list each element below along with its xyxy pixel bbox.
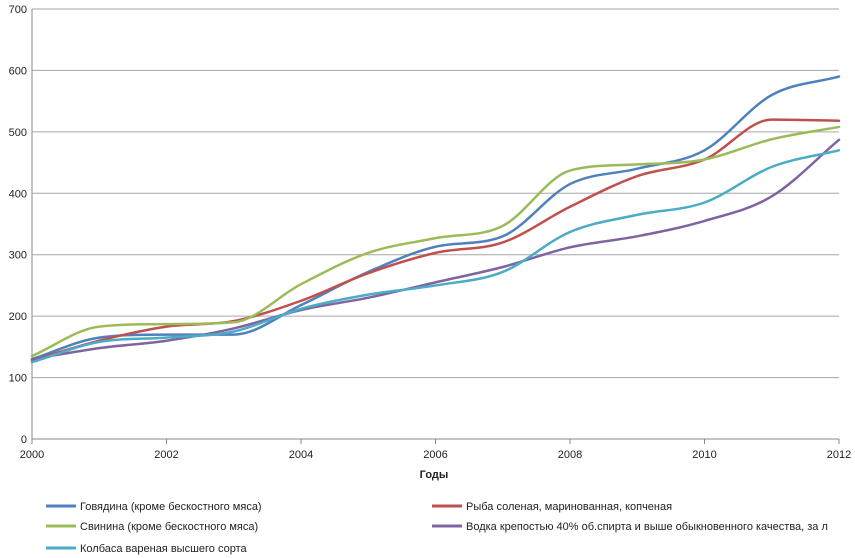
- y-tick-label: 200: [9, 311, 27, 323]
- legend-label-2: Свинина (кроме бескостного мяса): [80, 521, 258, 533]
- x-tick-label: 2006: [423, 449, 447, 461]
- series-line-3: [30, 138, 841, 361]
- x-tick-label: 2012: [827, 449, 851, 461]
- grid-lines: [32, 8, 839, 379]
- series-line-4: [30, 149, 841, 364]
- legend-label-1: Рыба соленая, маринованная, копченая: [466, 501, 672, 513]
- y-tick-label: 100: [9, 373, 27, 385]
- series-lines: [30, 75, 841, 364]
- x-tick-label: 2000: [20, 449, 44, 461]
- x-tick-label: 2010: [692, 449, 716, 461]
- legend-label-0: Говядина (кроме бескостного мяса): [80, 501, 262, 513]
- y-tick-label: 700: [9, 4, 27, 16]
- legend: Говядина (кроме бескостного мяса) Рыба со…: [46, 501, 828, 555]
- series-line-2: [30, 125, 841, 358]
- series-line-0: [30, 75, 841, 361]
- legend-label-3: Водка крепостью 40% об.спирта и выше обы…: [466, 521, 828, 533]
- y-tick-label: 600: [9, 65, 27, 77]
- axes: 0 100 200 300 400 500 600 700 2000 2002 2004 2006 20…: [9, 4, 852, 461]
- x-tick-label: 2002: [154, 449, 178, 461]
- x-tick-label: 2008: [558, 449, 582, 461]
- y-tick-label: 300: [9, 250, 27, 262]
- x-axis-title: Годы: [420, 469, 449, 481]
- y-tick-label: 400: [9, 188, 27, 200]
- x-tick-label: 2004: [289, 449, 313, 461]
- y-tick-label: 500: [9, 127, 27, 139]
- legend-label-4: Колбаса вареная высшего сорта: [80, 543, 247, 555]
- y-tick-label: 0: [21, 434, 27, 446]
